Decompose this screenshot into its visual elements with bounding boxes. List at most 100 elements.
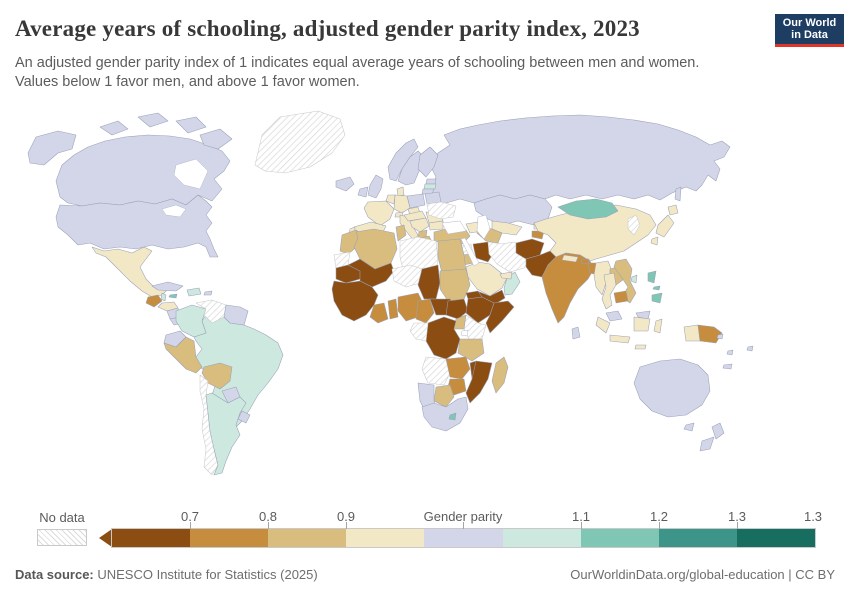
country-drc[interactable] (425, 316, 461, 360)
country-indonesia-sumatra[interactable] (595, 316, 611, 334)
country-cambodia[interactable] (613, 290, 629, 304)
country-japan-honshu[interactable] (655, 214, 675, 238)
country-new-zealand-north[interactable] (711, 422, 725, 440)
country-tanzania[interactable] (457, 338, 485, 362)
country-ireland[interactable] (357, 186, 369, 198)
country-benelux[interactable] (385, 194, 396, 205)
country-ukraine[interactable] (426, 201, 457, 220)
country-somalia[interactable] (485, 300, 515, 334)
country-guyana-suriname[interactable] (223, 304, 249, 326)
country-new-zealand-south[interactable] (699, 436, 715, 452)
country-greenland[interactable] (254, 110, 346, 174)
country-bolivia[interactable] (201, 362, 233, 390)
country-botswana[interactable] (433, 384, 455, 408)
country-mexico[interactable] (91, 246, 169, 298)
country-india[interactable] (541, 252, 595, 324)
legend-segment-6[interactable] (502, 529, 581, 547)
legend-no-data-swatch[interactable] (37, 529, 87, 546)
country-balkans[interactable] (409, 217, 430, 233)
country-france[interactable] (363, 200, 395, 227)
country-togo-benin[interactable] (387, 298, 399, 320)
country-lesotho[interactable] (448, 412, 457, 421)
country-indonesia-lesser-sunda[interactable] (634, 344, 647, 350)
owid-logo[interactable]: Our World in Data (775, 14, 844, 47)
country-indonesia-java[interactable] (609, 334, 631, 344)
country-arctic-islands[interactable] (99, 120, 129, 136)
country-madagascar[interactable] (491, 356, 509, 394)
legend-segment-1[interactable] (112, 529, 191, 547)
country-zambia[interactable] (445, 356, 471, 380)
country-myanmar[interactable] (593, 260, 613, 296)
country-south-sudan[interactable] (445, 298, 469, 320)
country-congo-gabon[interactable] (409, 322, 429, 342)
country-ghana[interactable] (369, 302, 389, 324)
legend-segment-7[interactable] (580, 529, 659, 547)
country-kazakhstan[interactable] (473, 194, 553, 226)
legend-segment-4[interactable] (346, 529, 425, 547)
country-indonesia-kalimantan[interactable] (633, 316, 651, 332)
legend-segment-3[interactable] (268, 529, 347, 547)
country-west-africa[interactable] (331, 280, 379, 322)
legend-segment-9[interactable] (736, 529, 815, 547)
country-philippines-visayas[interactable] (652, 285, 661, 291)
country-vanuatu[interactable] (726, 349, 734, 356)
country-taiwan[interactable] (630, 274, 638, 284)
country-arctic-islands[interactable] (199, 128, 233, 150)
country-arctic-islands[interactable] (175, 116, 207, 134)
country-fiji[interactable] (746, 345, 754, 352)
country-germany[interactable] (393, 194, 411, 214)
country-japan-hokkaido[interactable] (667, 204, 679, 216)
country-latvia[interactable] (423, 183, 437, 190)
country-russia[interactable] (429, 114, 731, 206)
country-sakhalin[interactable] (674, 186, 682, 202)
country-arctic-islands[interactable] (137, 112, 169, 128)
legend-segment-5[interactable] (424, 529, 503, 547)
country-saudi-arabia[interactable] (465, 261, 508, 297)
country-peru[interactable] (163, 336, 203, 374)
country-cuba[interactable] (151, 281, 184, 292)
country-tunisia[interactable] (395, 224, 407, 242)
country-norway[interactable] (387, 138, 419, 182)
country-finland[interactable] (417, 146, 439, 178)
country-mali[interactable] (347, 258, 395, 288)
country-colombia[interactable] (175, 304, 207, 338)
country-nepal[interactable] (561, 254, 579, 263)
country-argentina[interactable] (205, 392, 247, 476)
legend-segment-8[interactable] (658, 529, 737, 547)
country-cameroon[interactable] (415, 298, 435, 324)
country-korea[interactable] (627, 214, 641, 236)
country-alaska[interactable] (27, 130, 77, 166)
country-denmark[interactable] (396, 186, 405, 197)
country-niger[interactable] (391, 264, 423, 288)
country-uk[interactable] (367, 174, 384, 199)
country-sudan[interactable] (439, 268, 471, 302)
country-angola[interactable] (421, 356, 451, 386)
country-jamaica[interactable] (168, 293, 178, 299)
country-uruguay[interactable] (237, 410, 251, 424)
country-south-africa[interactable] (421, 396, 469, 432)
country-guatemala[interactable] (145, 294, 163, 308)
country-bulgaria[interactable] (428, 220, 444, 231)
country-iceland[interactable] (335, 176, 355, 192)
country-mozambique[interactable] (465, 360, 493, 404)
country-new-caledonia[interactable] (722, 363, 733, 370)
country-indonesia-sulawesi[interactable] (653, 318, 663, 334)
country-tasmania[interactable] (683, 422, 695, 432)
country-malaysia-peninsula[interactable] (605, 310, 623, 322)
footer-credit-link[interactable]: OurWorldinData.org/global-education | CC… (570, 567, 835, 582)
world-map[interactable] (0, 105, 850, 505)
country-thailand[interactable] (601, 272, 617, 310)
country-venezuela[interactable] (195, 299, 227, 324)
country-japan-kyushu[interactable] (650, 236, 659, 246)
country-philippines-luzon[interactable] (647, 270, 657, 284)
country-philippines-mindanao[interactable] (651, 292, 663, 304)
country-solomon-islands[interactable] (716, 333, 724, 340)
country-vietnam[interactable] (613, 258, 637, 304)
country-puerto-rico[interactable] (203, 290, 213, 296)
country-indonesia-west-papua[interactable] (683, 324, 701, 342)
country-estonia[interactable] (425, 178, 437, 185)
country-uae[interactable] (499, 271, 513, 280)
country-papua-new-guinea[interactable] (697, 324, 723, 344)
legend-segment-2[interactable] (190, 529, 269, 547)
country-sri-lanka[interactable] (571, 326, 581, 340)
